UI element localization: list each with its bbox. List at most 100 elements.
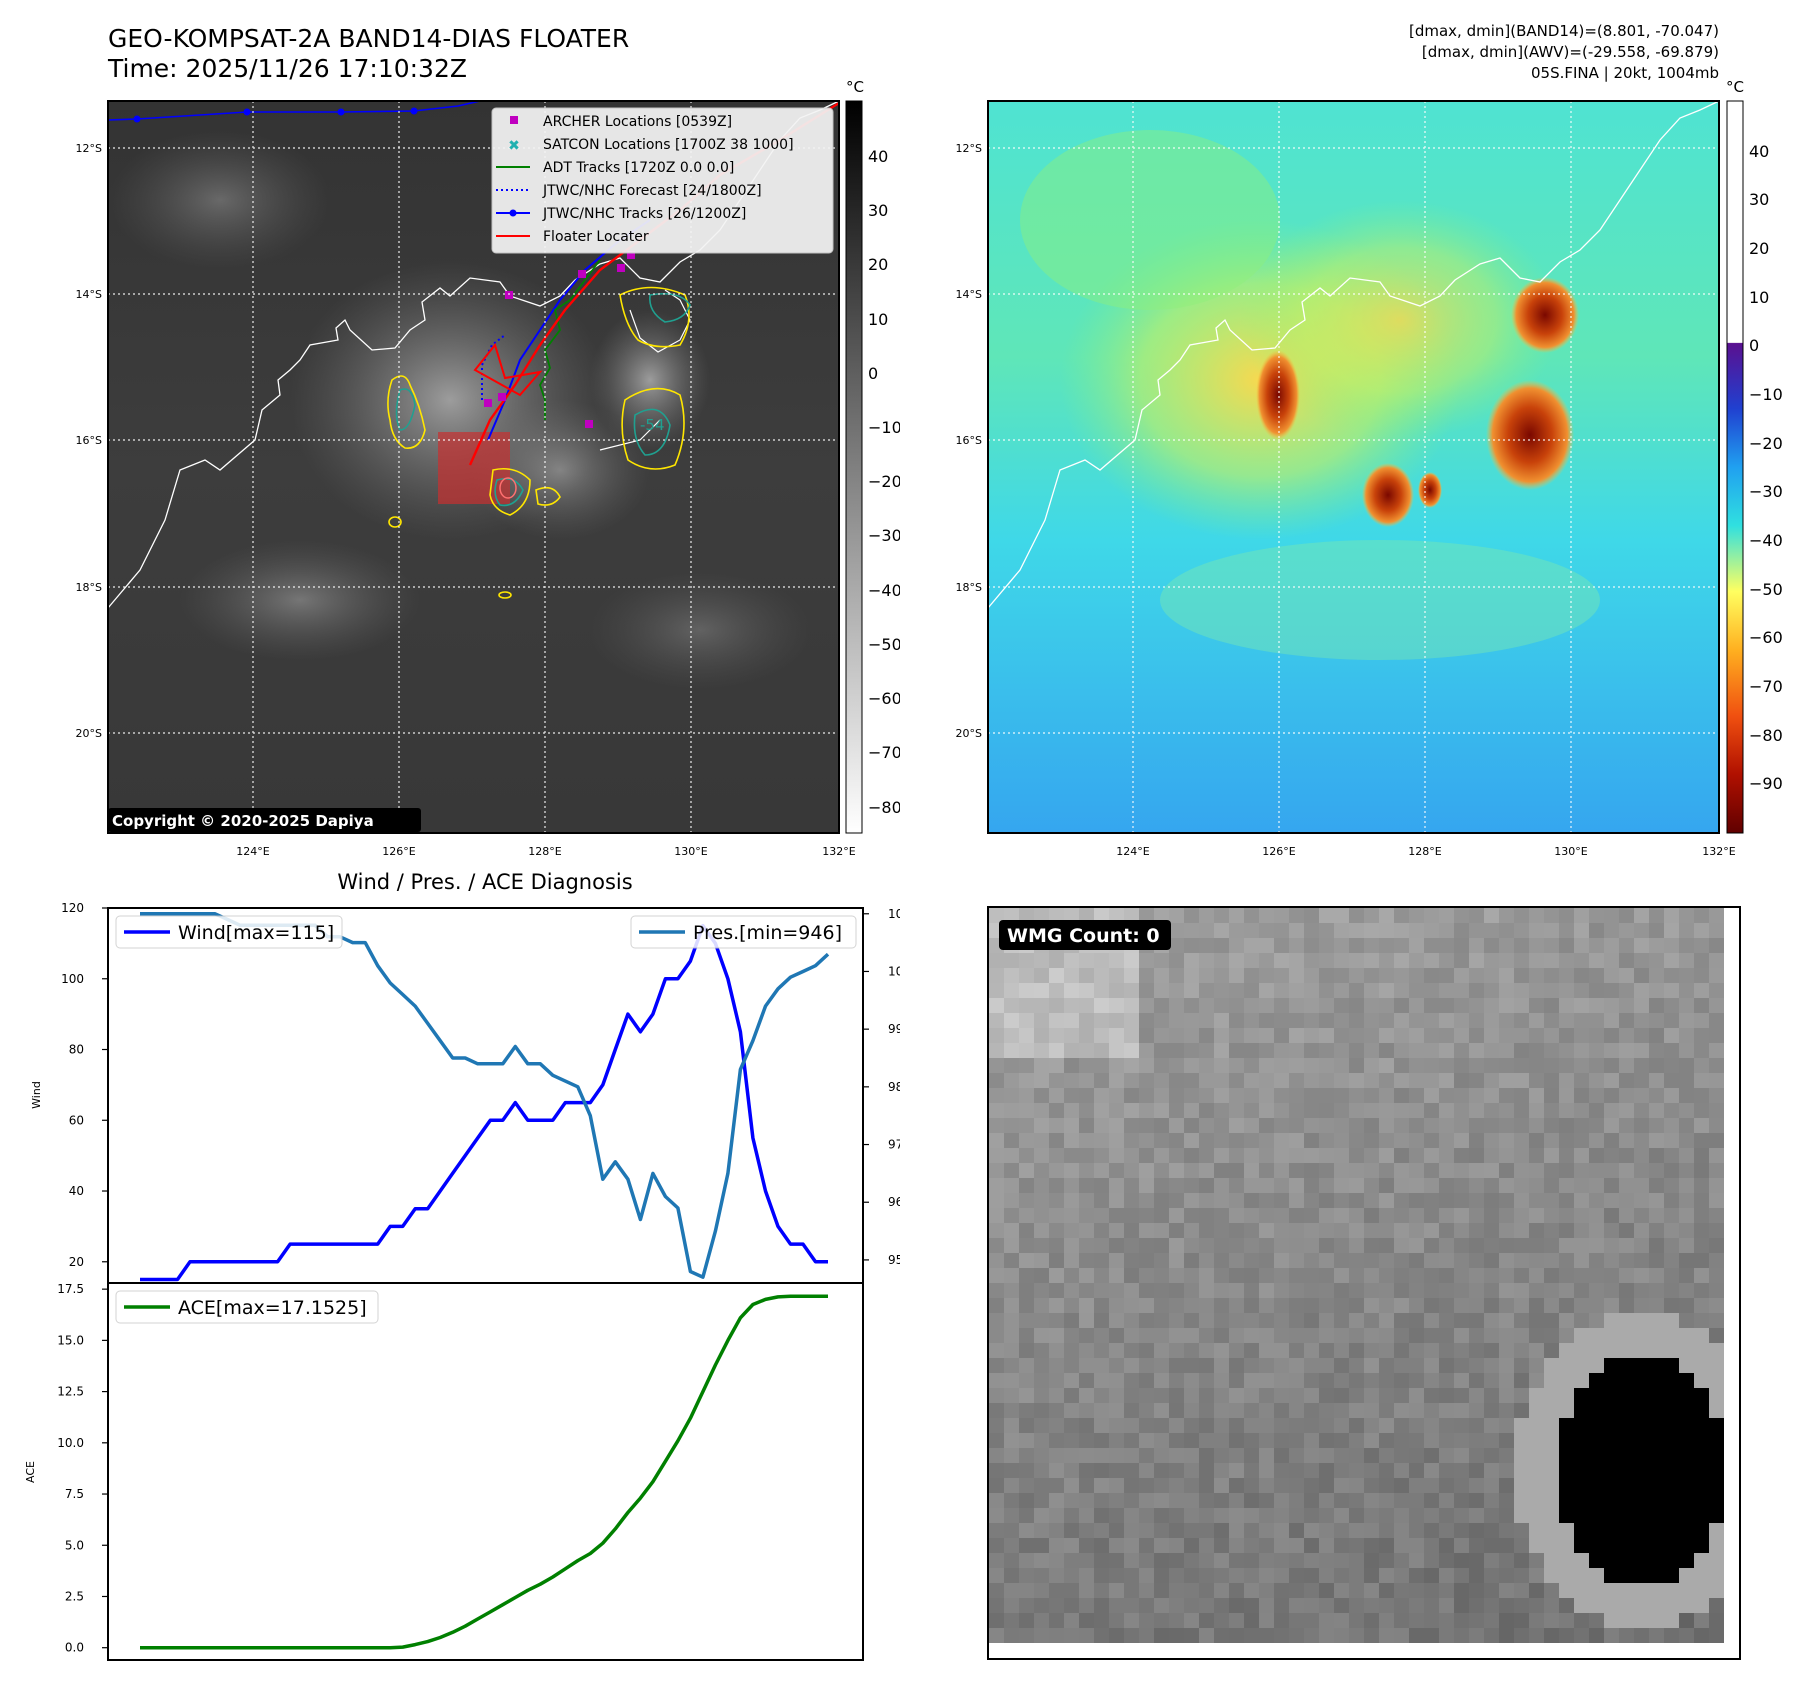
wind-legend: Wind[max=115] — [115, 915, 343, 949]
wmg-count-box — [999, 920, 1171, 950]
wind-axis-label: Wind — [30, 1081, 43, 1109]
left-colorbar — [845, 100, 863, 834]
svg-text:−40: −40 — [1749, 531, 1783, 550]
svg-text:126°E: 126°E — [1262, 845, 1295, 858]
info-storm: 05S.FINA | 20kt, 1004mb — [1531, 64, 1719, 82]
svg-text:30: 30 — [1749, 190, 1769, 209]
svg-text:−40: −40 — [868, 581, 900, 600]
svg-text:−30: −30 — [868, 526, 900, 545]
svg-text:−20: −20 — [1749, 434, 1783, 453]
legend-forecast: JTWC/NHC Forecast [24/1800Z] — [542, 183, 762, 199]
svg-text:18°S: 18°S — [76, 581, 102, 594]
awv-features — [988, 101, 1719, 660]
wmg-panel: WMG Count: 0 — [987, 906, 1741, 1660]
ace-tick-label-5: 12.5 — [57, 1385, 84, 1399]
right-lat-labels: 12°S 14°S 16°S 18°S 20°S — [956, 142, 982, 740]
coastline-right — [988, 101, 1719, 609]
right-colorbar — [1726, 100, 1744, 834]
svg-text:132°E: 132°E — [1702, 845, 1735, 858]
legend-archer: ARCHER Locations [0539Z] — [543, 114, 732, 130]
right-gridlines — [988, 101, 1719, 833]
svg-text:20°S: 20°S — [956, 727, 982, 740]
legend-archer-icon — [510, 116, 518, 124]
pres-legend: Pres.[min=946] — [630, 915, 857, 949]
svg-text:128°E: 128°E — [1408, 845, 1441, 858]
cloud-texture: -54 — [108, 101, 839, 690]
legend-adt: ADT Tracks [1720Z 0.0 0.0] — [543, 160, 734, 176]
svg-text:20: 20 — [868, 255, 888, 274]
svg-text:−50: −50 — [868, 635, 900, 654]
wind-tick-label-5: 120 — [61, 901, 84, 915]
pressure-tick-label-1: 960 — [888, 1195, 900, 1209]
svg-text:−70: −70 — [1749, 677, 1783, 696]
svg-text:−60: −60 — [868, 689, 900, 708]
svg-text:−50: −50 — [1749, 580, 1783, 599]
ace-tick-label-1: 2.5 — [65, 1589, 84, 1603]
svg-text:16°S: 16°S — [76, 434, 102, 447]
right-lon-labels: 124°E 126°E 128°E 130°E 132°E — [1116, 845, 1735, 858]
svg-text:−70: −70 — [868, 743, 900, 762]
diagnosis-panel: Wind / Pres. / ACE Diagnosis 20 40 60 80 100… — [24, 870, 900, 1661]
contour-label-1: -54 — [640, 416, 665, 434]
floater-box — [438, 432, 510, 504]
legend-satcon-icon: ✖ — [508, 138, 520, 154]
legend-floater: Floater Locater — [543, 229, 649, 245]
svg-text:40: 40 — [868, 147, 888, 166]
svg-text:−90: −90 — [1749, 774, 1783, 793]
map-legend: ARCHER Locations [0539Z] ✖ SATCON Locati… — [491, 107, 834, 254]
svg-text:−30: −30 — [1749, 482, 1783, 501]
legend-tracks: JTWC/NHC Tracks [26/1200Z] — [542, 206, 746, 222]
wind-tick-label-0: 20 — [69, 1255, 84, 1269]
wind-tick-label-2: 60 — [69, 1113, 84, 1127]
svg-text:40: 40 — [1749, 142, 1769, 161]
wind-axis: 20 40 60 80 100 120 — [61, 901, 108, 1269]
ace-tick-label-7: 17.5 — [57, 1282, 84, 1296]
ace-tick-label-4: 10.0 — [57, 1436, 84, 1450]
wind-tick-label-3: 80 — [69, 1043, 84, 1057]
diagnosis-title: Wind / Pres. / ACE Diagnosis — [337, 870, 632, 894]
pressure-tick-label-2: 970 — [888, 1138, 900, 1152]
svg-text:126°E: 126°E — [382, 845, 415, 858]
ace-series — [140, 1294, 828, 1650]
svg-text:20: 20 — [1749, 239, 1769, 258]
ace-tick-label-3: 7.5 — [65, 1487, 84, 1501]
ace-tick-label-0: 0.0 — [65, 1641, 84, 1655]
svg-text:20°S: 20°S — [76, 727, 102, 740]
svg-text:14°S: 14°S — [956, 288, 982, 301]
ace-line — [140, 1294, 828, 1650]
wind-legend-label: Wind[max=115] — [178, 922, 334, 944]
svg-text:−60: −60 — [1749, 628, 1783, 647]
svg-text:10: 10 — [868, 310, 888, 329]
svg-text:132°E: 132°E — [822, 845, 855, 858]
svg-text:−80: −80 — [868, 798, 900, 817]
svg-text:0: 0 — [1749, 336, 1759, 355]
chart-title-line1: GEO-KOMPSAT-2A BAND14-DIAS FLOATER — [108, 24, 630, 53]
contour-yellow — [387, 286, 690, 599]
legend-satcon: SATCON Locations [1700Z 38 1000] — [543, 137, 794, 153]
ace-tick-label-6: 15.0 — [57, 1333, 84, 1347]
adt-track — [539, 259, 601, 420]
info-band14: [dmax, dmin](BAND14)=(8.801, -70.047) — [1408, 22, 1719, 40]
svg-text:30: 30 — [868, 201, 888, 220]
left-cbar-ticks: 40 30 20 10 0 −10 −20 −30 −40 −50 −60 −7… — [868, 147, 900, 817]
pressure-tick-label-5: 1000 — [888, 964, 900, 978]
wmg-count-label: WMG Count: 0 — [1007, 925, 1160, 947]
pressure-tick-label-4: 990 — [888, 1022, 900, 1036]
wind-tick-label-1: 40 — [69, 1184, 84, 1198]
ace-legend: ACE[max=17.1525] — [115, 1290, 379, 1324]
ace-frame — [107, 1282, 864, 1661]
right-cbar-ticks: 40 30 20 10 0 −10 −20 −30 −40 −50 −60 −7… — [1749, 142, 1783, 793]
svg-text:130°E: 130°E — [1554, 845, 1587, 858]
svg-text:14°S: 14°S — [76, 288, 102, 301]
wind-tick-label-4: 100 — [61, 972, 84, 986]
svg-text:124°E: 124°E — [236, 845, 269, 858]
svg-text:18°S: 18°S — [956, 581, 982, 594]
archer-points — [484, 251, 635, 428]
svg-text:−10: −10 — [1749, 385, 1783, 404]
right-cbar-unit: °C — [1726, 78, 1744, 96]
chart-title-line2: Time: 2025/11/26 17:10:32Z — [108, 54, 467, 83]
left-cbar-unit: °C — [846, 78, 864, 96]
svg-text:10: 10 — [1749, 288, 1769, 307]
right-map-panel: 12°S 14°S 16°S 18°S 20°S 124°E 126°E 128… — [956, 78, 1783, 858]
